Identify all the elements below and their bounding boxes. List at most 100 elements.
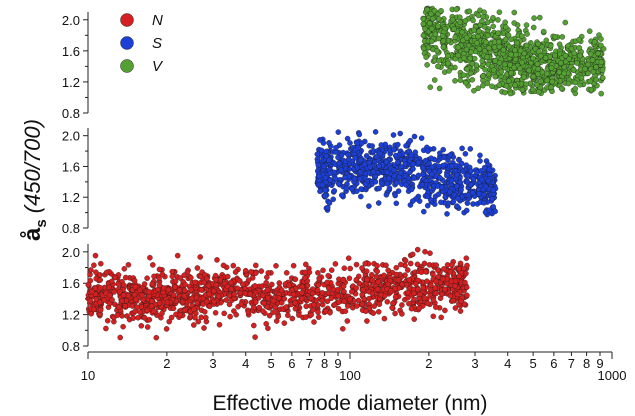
data-point-V (507, 62, 513, 68)
data-point-N (428, 282, 434, 289)
data-point-V (508, 70, 514, 76)
data-point-N (411, 296, 417, 303)
data-point-N (411, 290, 417, 297)
y-axis-title-subscript: s (33, 219, 50, 227)
data-point-N (411, 316, 417, 322)
data-point-N (269, 281, 275, 288)
data-point-S (439, 184, 445, 191)
data-point-V (535, 66, 541, 72)
data-point-V (463, 46, 470, 53)
data-point-N (121, 266, 128, 272)
x-minor-tick-label: 9 (334, 356, 341, 371)
data-point-S (415, 172, 422, 179)
data-point-N (375, 309, 382, 315)
data-point-V (467, 70, 474, 77)
data-point-V (588, 51, 594, 57)
data-point-V (572, 85, 579, 92)
data-point-N (458, 298, 464, 305)
data-point-S (424, 202, 431, 209)
data-point-N (201, 279, 207, 286)
data-point-N (119, 313, 125, 319)
data-point-N (87, 271, 93, 278)
data-point-N (133, 296, 139, 303)
data-point-V (485, 71, 492, 77)
data-point-N (399, 302, 405, 308)
data-point-N (442, 286, 448, 293)
data-point-V (585, 70, 591, 77)
y-axis-title-suffix: (450/700) (20, 119, 45, 213)
data-point-N (163, 326, 170, 332)
data-point-N (138, 323, 145, 329)
data-point-V (470, 17, 476, 24)
data-point-S (336, 160, 342, 167)
data-point-N (182, 307, 188, 313)
data-point-N (266, 312, 273, 319)
data-point-N (253, 270, 259, 276)
data-point-N (421, 260, 428, 267)
data-point-V (484, 80, 491, 87)
data-point-S (478, 176, 485, 183)
data-point-S (391, 147, 397, 153)
data-point-V (435, 23, 441, 29)
data-point-N (228, 279, 234, 286)
data-point-N (377, 292, 384, 298)
data-point-V (526, 67, 532, 74)
data-point-V (432, 31, 439, 38)
data-point-V (469, 77, 476, 83)
data-point-N (292, 300, 298, 306)
data-point-N (296, 312, 302, 318)
data-point-N (159, 310, 165, 317)
data-point-N (210, 288, 217, 294)
data-point-V (424, 62, 430, 68)
data-point-V (474, 40, 480, 46)
data-point-V (436, 57, 442, 64)
data-point-S (458, 186, 464, 193)
data-point-V (480, 73, 486, 79)
data-point-N (432, 285, 438, 291)
data-point-N (125, 292, 131, 299)
data-point-S (395, 188, 402, 194)
data-point-N (409, 251, 416, 258)
data-point-S (465, 172, 471, 179)
data-point-S (419, 181, 425, 188)
data-point-S (356, 131, 363, 138)
data-point-N (311, 302, 317, 308)
x-minor-tick-label: 5 (268, 356, 275, 371)
data-point-N (97, 299, 103, 306)
data-point-N (389, 304, 395, 311)
data-point-V (464, 66, 470, 72)
x-axis-title: Effective mode diameter (nm) (212, 392, 487, 415)
data-point-V (535, 71, 541, 77)
data-point-V (511, 20, 517, 26)
data-point-N (251, 304, 257, 311)
data-point-N (104, 317, 111, 324)
data-point-V (544, 77, 550, 84)
data-point-S (386, 175, 392, 182)
data-point-V (445, 60, 451, 67)
data-point-N (315, 309, 321, 315)
data-point-N (181, 272, 187, 278)
legend-marker-S (120, 36, 134, 50)
data-point-N (290, 262, 297, 269)
data-point-S (320, 140, 327, 146)
data-point-V (446, 68, 452, 74)
data-point-N (97, 277, 103, 283)
data-point-V (435, 63, 441, 70)
data-point-V (524, 31, 530, 37)
data-point-S (395, 141, 401, 148)
data-point-S (467, 146, 474, 152)
data-point-N (174, 252, 181, 259)
data-point-S (459, 145, 465, 152)
data-point-V (512, 47, 518, 53)
data-point-N (457, 308, 464, 314)
data-point-N (462, 279, 468, 286)
data-point-N (251, 322, 257, 329)
data-point-N (194, 265, 201, 271)
data-point-V (422, 26, 428, 32)
data-point-S (440, 146, 446, 153)
data-point-S (376, 163, 382, 169)
data-point-N (270, 309, 276, 316)
data-point-N (363, 308, 369, 314)
data-point-V (436, 85, 443, 92)
